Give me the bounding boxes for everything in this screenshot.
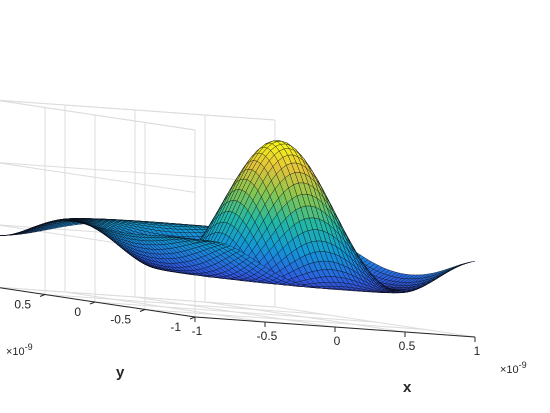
y-tick-label: -0.5 — [110, 313, 131, 327]
y-tick-label: 0 — [74, 305, 81, 319]
x-exponent-label: ×10-9 — [500, 360, 527, 376]
svg-text:×10-9: ×10-9 — [6, 342, 33, 358]
floor-grid-y-2 — [94, 301, 376, 323]
y-tick-mark — [139, 309, 146, 312]
y-exponent-label: ×10-9 — [6, 342, 33, 358]
box-edge-top-left — [0, 100, 196, 131]
backwall-grid-z-2 — [0, 162, 276, 183]
backwall-grid-z-0 — [0, 286, 276, 308]
y-tick-label: 0.5 — [14, 298, 31, 312]
svg-text:×10-9: ×10-9 — [500, 360, 527, 376]
y-tick-label: -1 — [170, 320, 181, 334]
floor-grid-y-1 — [144, 309, 426, 330]
y-tick-mark — [39, 294, 46, 297]
y-exponent-power: -9 — [25, 342, 33, 352]
y-tick-mark — [89, 301, 96, 305]
x-tick-label: 1 — [474, 344, 481, 358]
surface-mesh — [0, 140, 476, 294]
y-exponent-base: ×10 — [6, 346, 25, 358]
surface-patch — [466, 261, 476, 264]
tick-labels: -1-0.500.51-1-0.500.51-0.500.51 — [14, 294, 481, 358]
y-axis-label: y — [116, 364, 125, 381]
y-tick-mark — [189, 316, 196, 320]
x-exponent-base: ×10 — [500, 364, 519, 376]
x-tick-label: -1 — [192, 324, 203, 338]
x-tick-label: -0.5 — [257, 329, 278, 343]
x-exponent-power: -9 — [519, 360, 527, 370]
x-tick-label: 0.5 — [399, 339, 416, 353]
sidewall-grid-z-2 — [0, 162, 196, 193]
x-axis-label: x — [403, 379, 412, 396]
box-edge-top-back — [0, 99, 276, 121]
floor-grid-y-3 — [44, 294, 326, 315]
x-tick-label: 0 — [334, 334, 341, 348]
